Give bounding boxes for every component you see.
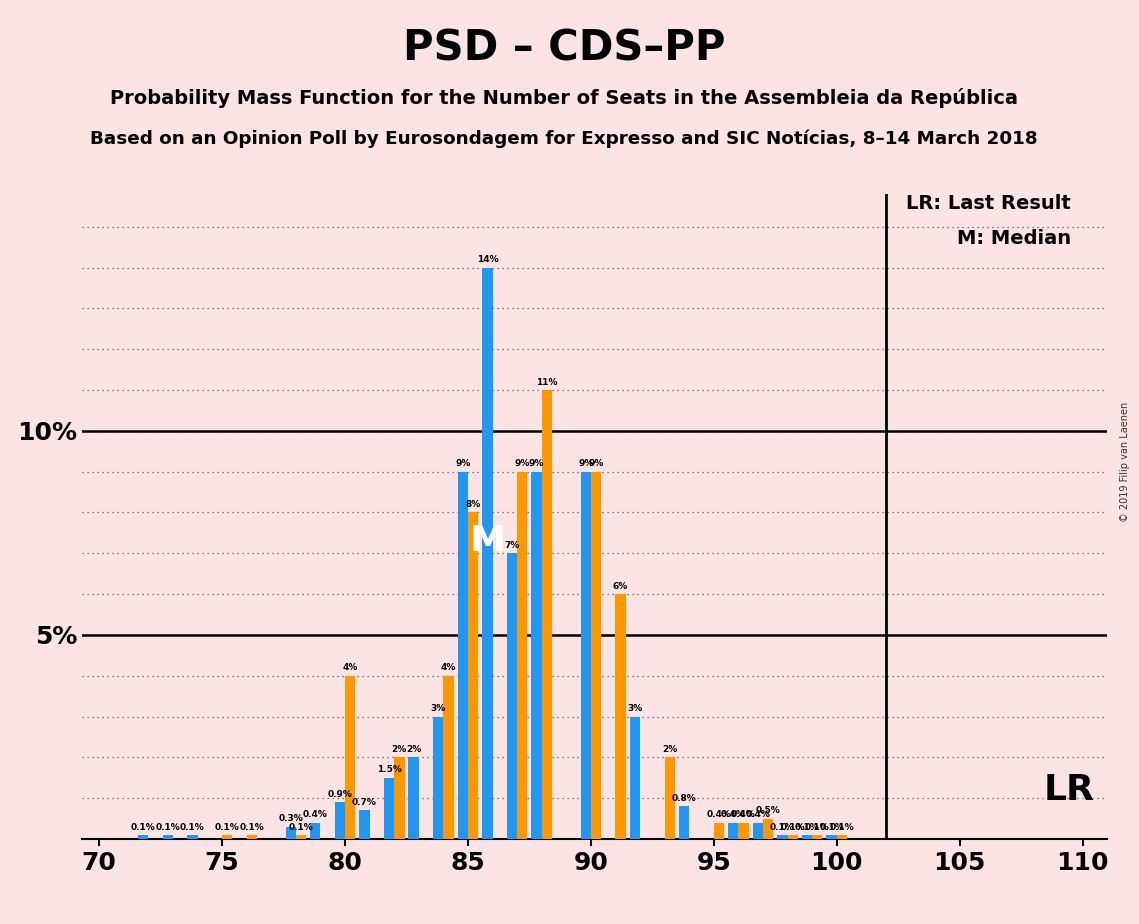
- Bar: [310, 822, 320, 839]
- Bar: [433, 716, 443, 839]
- Bar: [247, 835, 257, 839]
- Text: 9%: 9%: [456, 459, 470, 468]
- Bar: [753, 822, 763, 839]
- Bar: [384, 778, 394, 839]
- Text: 2%: 2%: [405, 745, 421, 754]
- Text: 0.8%: 0.8%: [672, 794, 696, 803]
- Bar: [222, 835, 232, 839]
- Bar: [763, 819, 773, 839]
- Text: 14%: 14%: [476, 255, 498, 264]
- Bar: [286, 827, 296, 839]
- Bar: [777, 835, 787, 839]
- Text: 6%: 6%: [613, 582, 629, 590]
- Text: 0.4%: 0.4%: [731, 810, 756, 820]
- Bar: [581, 471, 591, 839]
- Text: 11%: 11%: [536, 378, 558, 387]
- Bar: [615, 594, 625, 839]
- Bar: [542, 390, 552, 839]
- Bar: [738, 822, 748, 839]
- Bar: [532, 471, 542, 839]
- Text: 0.5%: 0.5%: [756, 807, 780, 815]
- Text: 9%: 9%: [528, 459, 544, 468]
- Text: 0.9%: 0.9%: [327, 790, 352, 799]
- Bar: [163, 835, 173, 839]
- Text: 0.1%: 0.1%: [239, 822, 264, 832]
- Bar: [345, 675, 355, 839]
- Bar: [827, 835, 837, 839]
- Text: 0.1%: 0.1%: [215, 822, 239, 832]
- Bar: [296, 835, 306, 839]
- Text: M: Median: M: Median: [957, 229, 1071, 249]
- Bar: [517, 471, 527, 839]
- Text: 0.1%: 0.1%: [805, 822, 829, 832]
- Text: LR: LR: [1044, 773, 1095, 807]
- Text: © 2019 Filip van Laenen: © 2019 Filip van Laenen: [1121, 402, 1130, 522]
- Text: 8%: 8%: [466, 500, 481, 509]
- Bar: [591, 471, 601, 839]
- Bar: [714, 822, 724, 839]
- Text: 0.1%: 0.1%: [770, 822, 795, 832]
- Bar: [679, 807, 689, 839]
- Text: 7%: 7%: [505, 541, 519, 550]
- Bar: [359, 810, 370, 839]
- Text: M: M: [469, 524, 506, 558]
- Text: 0.4%: 0.4%: [745, 810, 770, 820]
- Text: 2%: 2%: [392, 745, 407, 754]
- Text: 9%: 9%: [589, 459, 604, 468]
- Bar: [468, 513, 478, 839]
- Bar: [443, 675, 453, 839]
- Text: 4%: 4%: [441, 663, 457, 673]
- Text: 0.4%: 0.4%: [706, 810, 731, 820]
- Text: 0.4%: 0.4%: [303, 810, 328, 820]
- Text: 3%: 3%: [431, 704, 445, 713]
- Bar: [458, 471, 468, 839]
- Text: 0.7%: 0.7%: [352, 798, 377, 808]
- Text: 3%: 3%: [628, 704, 642, 713]
- Text: 0.3%: 0.3%: [278, 814, 303, 823]
- Text: 9%: 9%: [577, 459, 593, 468]
- Bar: [728, 822, 738, 839]
- Bar: [812, 835, 822, 839]
- Text: 0.1%: 0.1%: [819, 822, 844, 832]
- Text: 0.1%: 0.1%: [180, 822, 205, 832]
- Text: 0.1%: 0.1%: [780, 822, 805, 832]
- Bar: [394, 758, 404, 839]
- Text: 9%: 9%: [515, 459, 530, 468]
- Bar: [482, 268, 492, 839]
- Text: 0.1%: 0.1%: [829, 822, 854, 832]
- Bar: [802, 835, 812, 839]
- Text: Probability Mass Function for the Number of Seats in the Assembleia da República: Probability Mass Function for the Number…: [109, 88, 1018, 108]
- Text: 0.1%: 0.1%: [795, 822, 819, 832]
- Bar: [630, 716, 640, 839]
- Text: 4%: 4%: [343, 663, 358, 673]
- Bar: [138, 835, 148, 839]
- Text: PSD – CDS–PP: PSD – CDS–PP: [402, 28, 726, 69]
- Text: 0.1%: 0.1%: [155, 822, 180, 832]
- Text: 0.1%: 0.1%: [131, 822, 156, 832]
- Bar: [409, 758, 419, 839]
- Bar: [665, 758, 675, 839]
- Text: 0.4%: 0.4%: [721, 810, 746, 820]
- Bar: [787, 835, 797, 839]
- Text: 0.1%: 0.1%: [288, 822, 313, 832]
- Text: 1.5%: 1.5%: [377, 765, 401, 774]
- Text: 2%: 2%: [662, 745, 678, 754]
- Bar: [507, 553, 517, 839]
- Bar: [335, 802, 345, 839]
- Text: Based on an Opinion Poll by Eurosondagem for Expresso and SIC Notícias, 8–14 Mar: Based on an Opinion Poll by Eurosondagem…: [90, 129, 1038, 148]
- Text: LR: Last Result: LR: Last Result: [906, 194, 1071, 213]
- Bar: [837, 835, 847, 839]
- Bar: [187, 835, 197, 839]
